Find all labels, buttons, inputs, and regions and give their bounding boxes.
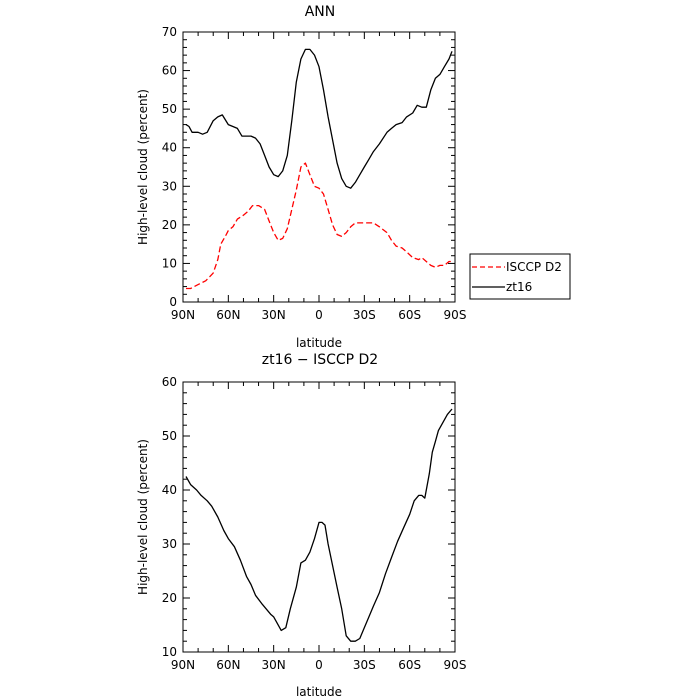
top-y-tick-label: 10 bbox=[162, 256, 177, 270]
top-y-tick-label: 50 bbox=[162, 102, 177, 116]
bottom-y-tick-label: 50 bbox=[162, 429, 177, 443]
top-x-ticks: 90N 60N 30N 0 30S 60S 90S bbox=[171, 32, 467, 322]
panel-top: ANN 90N 60N 30N 0 30S 60S 90S 010203040506070 … bbox=[136, 4, 571, 350]
bottom-x-tick-label: 90N bbox=[171, 658, 195, 672]
legend-label-zt16: zt16 bbox=[506, 280, 532, 294]
bottom-series-line-0 bbox=[185, 408, 453, 642]
top-y-tick-label: 70 bbox=[162, 25, 177, 39]
legend-box bbox=[469, 253, 571, 300]
bottom-x-tick-label: 60N bbox=[216, 658, 240, 672]
top-series-line-isccp-d2 bbox=[186, 162, 452, 290]
top-y-tick-label: 40 bbox=[162, 141, 177, 155]
top-y-tick-label: 60 bbox=[162, 64, 177, 78]
bottom-x-tick-label: 0 bbox=[315, 658, 323, 672]
bottom-x-tick-label: 60S bbox=[398, 658, 421, 672]
bottom-x-tick-label: 90S bbox=[444, 658, 467, 672]
top-x-tick-label: 90N bbox=[171, 308, 195, 322]
top-chart-title: ANN bbox=[305, 4, 336, 20]
top-y-tick-label: 20 bbox=[162, 218, 177, 232]
top-x-axis-label: latitude bbox=[296, 336, 342, 350]
bottom-y-tick-label: 40 bbox=[162, 483, 177, 497]
legend-label-isccp: ISCCP D2 bbox=[506, 260, 562, 274]
top-x-tick-label: 60N bbox=[216, 308, 240, 322]
bottom-chart-title: zt16 − ISCCP D2 bbox=[262, 352, 378, 368]
top-x-tick-label: 30S bbox=[353, 308, 376, 322]
top-y-axis-label: High-level cloud (percent) bbox=[136, 89, 150, 245]
top-plot-frame bbox=[182, 31, 456, 303]
bottom-x-tick-label: 30S bbox=[353, 658, 376, 672]
top-x-tick-label: 30N bbox=[262, 308, 286, 322]
bottom-x-axis-label: latitude bbox=[296, 685, 342, 699]
bottom-plot-frame bbox=[182, 381, 456, 653]
bottom-y-tick-label: 60 bbox=[162, 375, 177, 389]
top-y-ticks: 0 10 20 30 40 50 60 70 bbox=[162, 25, 455, 309]
bottom-y-tick-label: 30 bbox=[162, 537, 177, 551]
bottom-y-tick-label: 10 bbox=[162, 645, 177, 659]
panel-bottom: zt16 − ISCCP D2 90N 60N 30N 0 30S 60S 90S 10 20… bbox=[136, 352, 466, 699]
top-series-lines bbox=[185, 48, 453, 290]
bottom-y-ticks: 10 20 30 40 50 60 bbox=[162, 375, 455, 659]
bottom-series-lines bbox=[185, 408, 453, 642]
bottom-x-tick-label: 30N bbox=[262, 658, 286, 672]
bottom-x-ticks: 90N 60N 30N 0 30S 60S 90S bbox=[171, 382, 467, 672]
bottom-y-axis-label: High-level cloud (percent) bbox=[136, 439, 150, 595]
top-series-line-zt16 bbox=[185, 48, 453, 189]
top-y-tick-label: 30 bbox=[162, 179, 177, 193]
bottom-y-tick-label: 20 bbox=[162, 591, 177, 605]
top-x-tick-label: 90S bbox=[444, 308, 467, 322]
top-x-tick-label: 0 bbox=[315, 308, 323, 322]
top-y-tick-label: 0 bbox=[169, 295, 177, 309]
top-legend: ISCCP D2 zt16 bbox=[469, 253, 571, 300]
top-x-tick-label: 60S bbox=[398, 308, 421, 322]
